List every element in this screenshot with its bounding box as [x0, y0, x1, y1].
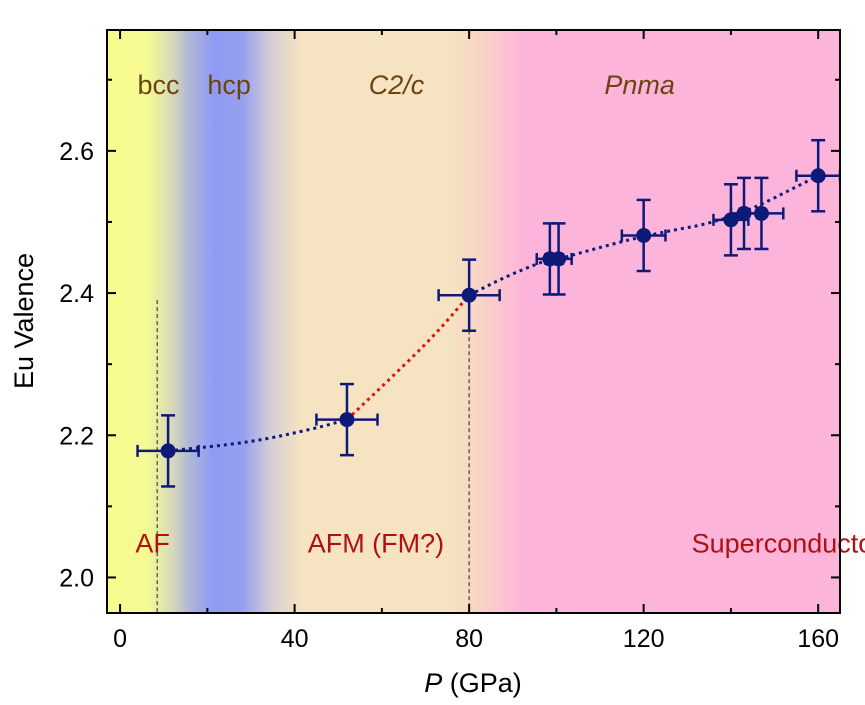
- y-tick-label: 2.6: [59, 138, 94, 166]
- phase-label: hcp: [207, 70, 251, 100]
- point-marker: [723, 212, 739, 228]
- x-axis-title: P (GPa): [424, 668, 522, 698]
- point-marker: [810, 168, 826, 184]
- data-point: [620, 198, 667, 273]
- x-tick-label: 120: [623, 625, 665, 653]
- data-point: [795, 138, 840, 213]
- magnetic-region-label: Superconductor?: [692, 529, 865, 559]
- magnetic-region-label: AFM (FM?): [308, 529, 444, 559]
- x-axis-title-unit: (GPa): [442, 668, 522, 698]
- y-axis-title: Eu Valence: [9, 253, 39, 389]
- x-axis-title-symbol: P: [424, 668, 442, 698]
- connector-curve: [345, 294, 471, 421]
- y-tick-label: 2.2: [59, 422, 94, 450]
- point-marker: [160, 443, 176, 459]
- data-point: [544, 222, 573, 296]
- point-marker: [551, 251, 567, 267]
- y-tick-label: 2.4: [59, 280, 94, 308]
- connector-curve: [167, 418, 348, 453]
- x-tick-label: 160: [797, 625, 839, 653]
- point-marker: [753, 205, 769, 221]
- phase-label: C2/c: [369, 70, 425, 100]
- point-marker: [339, 412, 355, 428]
- connector-curve: [468, 257, 551, 297]
- magnetic-region-label: AF: [135, 529, 170, 559]
- plot-background: [107, 30, 840, 613]
- point-marker: [636, 227, 652, 243]
- phase-label: Pnma: [604, 70, 675, 100]
- point-marker: [461, 287, 477, 303]
- data-point: [315, 382, 379, 457]
- data-point: [712, 183, 750, 257]
- phase-label: bcc: [138, 70, 180, 100]
- connector-curve: [558, 174, 819, 261]
- x-tick-label: 80: [455, 625, 483, 653]
- x-tick-label: 0: [113, 625, 127, 653]
- data-point: [136, 414, 200, 488]
- data-point: [437, 258, 501, 332]
- plot-frame: [106, 29, 841, 614]
- x-tick-label: 40: [281, 625, 309, 653]
- data-point: [738, 176, 785, 251]
- y-tick-label: 2.0: [59, 564, 94, 592]
